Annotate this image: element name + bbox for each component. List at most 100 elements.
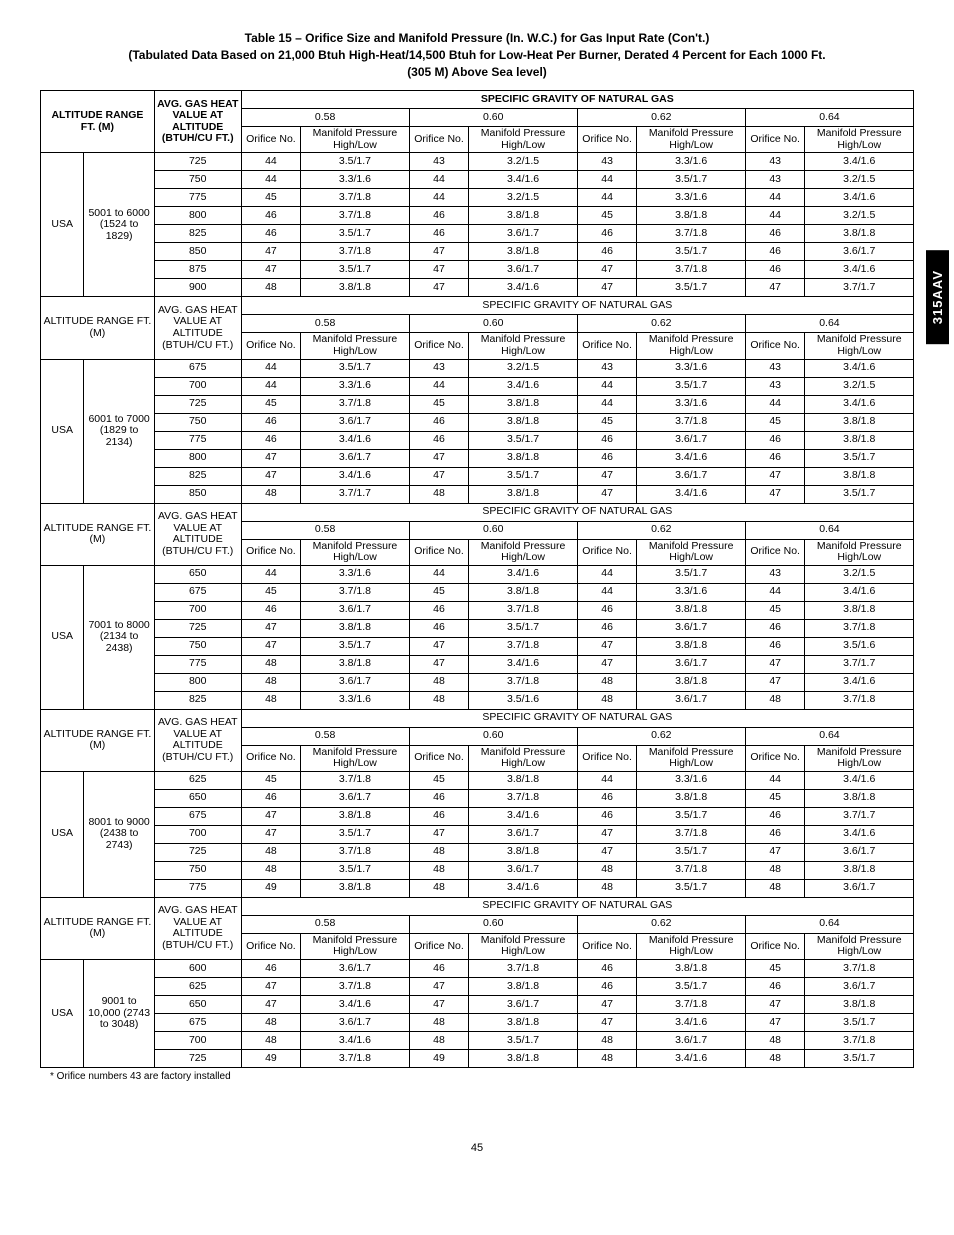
data-cell: 3.5/1.7: [301, 637, 409, 655]
range-cell: 6001 to 7000 (1829 to 2134): [84, 359, 154, 503]
heat-cell: 800: [154, 207, 241, 225]
heat-cell: 675: [154, 1013, 241, 1031]
data-cell: 3.7/1.8: [469, 959, 577, 977]
data-cell: 3.8/1.8: [301, 619, 409, 637]
data-cell: 3.5/1.7: [637, 171, 745, 189]
table-title: Table 15 – Orifice Size and Manifold Pre…: [40, 30, 914, 80]
heat-cell: 650: [154, 995, 241, 1013]
data-cell: 45: [241, 771, 301, 789]
hdr-orf: Orifice No.: [745, 745, 805, 771]
data-cell: 3.6/1.7: [805, 977, 914, 995]
hdr-altrange: ALTITUDE RANGE FT. (M): [41, 897, 155, 959]
data-cell: 45: [745, 413, 805, 431]
data-cell: 46: [409, 789, 469, 807]
data-cell: 3.7/1.8: [301, 1049, 409, 1067]
data-cell: 46: [745, 619, 805, 637]
hdr-man: Manifold Pressure High/Low: [469, 539, 577, 565]
title-l3: (305 M) Above Sea level): [407, 65, 547, 79]
data-cell: 48: [577, 1049, 637, 1067]
data-cell: 3.5/1.7: [301, 825, 409, 843]
side-label: 315AAV: [926, 250, 949, 344]
data-cell: 45: [577, 207, 637, 225]
hdr-man: Manifold Pressure High/Low: [805, 933, 914, 959]
data-cell: 45: [241, 189, 301, 207]
data-cell: 47: [745, 279, 805, 297]
data-cell: 47: [409, 995, 469, 1013]
data-cell: 48: [409, 673, 469, 691]
data-cell: 44: [577, 565, 637, 583]
heat-cell: 725: [154, 153, 241, 171]
data-cell: 47: [241, 977, 301, 995]
data-cell: 44: [577, 771, 637, 789]
data-cell: 48: [409, 1031, 469, 1049]
footnote: * Orifice numbers 43 are factory install…: [40, 1071, 914, 1082]
data-cell: 3.8/1.8: [805, 861, 914, 879]
data-cell: 3.3/1.6: [637, 359, 745, 377]
heat-cell: 700: [154, 377, 241, 395]
data-cell: 44: [409, 377, 469, 395]
data-cell: 46: [745, 243, 805, 261]
hdr-altrange: ALTITUDE RANGE FT. (M): [41, 297, 155, 359]
hdr-orf: Orifice No.: [241, 127, 301, 153]
data-cell: 3.4/1.6: [301, 467, 409, 485]
data-cell: 47: [577, 261, 637, 279]
data-cell: 3.2/1.5: [469, 359, 577, 377]
data-cell: 47: [409, 637, 469, 655]
heat-cell: 825: [154, 467, 241, 485]
data-cell: 3.7/1.8: [301, 843, 409, 861]
data-cell: 3.2/1.5: [805, 565, 914, 583]
hdr-orf: Orifice No.: [745, 333, 805, 359]
data-cell: 3.5/1.6: [469, 691, 577, 709]
data-cell: 3.4/1.6: [469, 279, 577, 297]
data-cell: 45: [409, 395, 469, 413]
hdr-orf: Orifice No.: [241, 745, 301, 771]
data-cell: 3.4/1.6: [637, 1013, 745, 1031]
data-cell: 3.4/1.6: [805, 153, 914, 171]
data-cell: 3.4/1.6: [805, 359, 914, 377]
data-cell: 46: [745, 431, 805, 449]
data-cell: 46: [745, 637, 805, 655]
data-cell: 47: [577, 655, 637, 673]
data-cell: 47: [241, 449, 301, 467]
heat-cell: 750: [154, 413, 241, 431]
data-cell: 3.8/1.8: [301, 655, 409, 673]
data-cell: 3.8/1.8: [637, 207, 745, 225]
data-cell: 47: [241, 825, 301, 843]
data-cell: 48: [409, 691, 469, 709]
data-cell: 3.8/1.8: [805, 413, 914, 431]
data-cell: 3.8/1.8: [805, 431, 914, 449]
data-cell: 3.3/1.6: [637, 153, 745, 171]
country-cell: USA: [41, 771, 84, 897]
data-cell: 3.7/1.8: [301, 189, 409, 207]
heat-cell: 700: [154, 1031, 241, 1049]
data-cell: 47: [577, 637, 637, 655]
data-cell: 46: [577, 789, 637, 807]
data-cell: 3.7/1.8: [301, 977, 409, 995]
data-cell: 46: [745, 807, 805, 825]
data-cell: 3.5/1.7: [637, 377, 745, 395]
data-cell: 44: [409, 189, 469, 207]
hdr-orf: Orifice No.: [745, 933, 805, 959]
heat-cell: 650: [154, 789, 241, 807]
heat-cell: 725: [154, 395, 241, 413]
data-cell: 48: [745, 691, 805, 709]
data-cell: 47: [409, 977, 469, 995]
data-cell: 3.6/1.7: [469, 261, 577, 279]
data-cell: 47: [577, 1013, 637, 1031]
data-cell: 44: [241, 153, 301, 171]
data-cell: 47: [241, 807, 301, 825]
data-cell: 48: [577, 691, 637, 709]
range-cell: 9001 to 10,000 (2743 to 3048): [84, 959, 154, 1067]
hdr-avggas: AVG. GAS HEAT VALUE AT ALTITUDE (BTUH/CU…: [154, 91, 241, 153]
data-cell: 47: [745, 995, 805, 1013]
heat-cell: 775: [154, 431, 241, 449]
data-cell: 49: [241, 1049, 301, 1067]
data-cell: 46: [577, 807, 637, 825]
data-cell: 47: [409, 467, 469, 485]
data-cell: 3.8/1.8: [805, 225, 914, 243]
data-cell: 47: [745, 467, 805, 485]
data-cell: 3.7/1.8: [301, 207, 409, 225]
data-cell: 3.4/1.6: [637, 449, 745, 467]
hdr-man: Manifold Pressure High/Low: [469, 127, 577, 153]
country-cell: USA: [41, 153, 84, 297]
